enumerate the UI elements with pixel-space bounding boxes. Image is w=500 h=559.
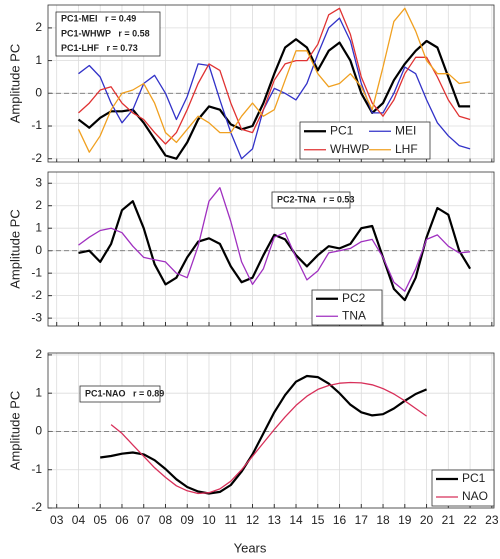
x-tick-label: 10 bbox=[202, 513, 216, 527]
legend-label: PC1 bbox=[330, 123, 354, 137]
x-tick-label: 21 bbox=[442, 513, 456, 527]
x-tick-label: 14 bbox=[289, 513, 303, 527]
annotation-box bbox=[55, 11, 161, 57]
y-tick-label: 2 bbox=[35, 20, 42, 34]
x-tick-label: 07 bbox=[137, 513, 151, 527]
legend-box bbox=[299, 121, 431, 160]
plot-area bbox=[48, 353, 494, 508]
y-tick-label: -2 bbox=[31, 500, 42, 514]
y-tick-label: 0 bbox=[35, 85, 42, 99]
y-tick-label: -1 bbox=[31, 118, 42, 132]
series-line bbox=[100, 374, 428, 495]
y-tick-label: 1 bbox=[35, 220, 42, 234]
y-tick-label: 1 bbox=[35, 53, 42, 67]
annotation-box bbox=[271, 191, 351, 209]
y-axis-label: Amplitude PC bbox=[7, 209, 22, 288]
x-tick-label: 15 bbox=[311, 513, 325, 527]
y-tick-label: -1 bbox=[31, 265, 42, 279]
x-tick-label: 22 bbox=[463, 513, 477, 527]
series-line bbox=[78, 187, 471, 292]
x-tick-label: 11 bbox=[225, 513, 238, 527]
y-axis-label: Amplitude PC bbox=[7, 44, 22, 123]
plot-area bbox=[48, 172, 494, 326]
x-tick-label: 20 bbox=[420, 513, 434, 527]
legend-label: PC2 bbox=[342, 291, 366, 305]
x-tick-label: 09 bbox=[181, 513, 195, 527]
x-axis-label: Years bbox=[234, 540, 267, 555]
y-tick-label: 2 bbox=[35, 198, 42, 212]
y-tick-label: 0 bbox=[35, 424, 42, 438]
series-line bbox=[110, 381, 427, 495]
y-tick-label: -2 bbox=[31, 288, 42, 302]
y-axis-label: Amplitude PC bbox=[7, 391, 22, 470]
x-tick-label: 18 bbox=[376, 513, 390, 527]
x-tick-label: 19 bbox=[398, 513, 412, 527]
y-tick-label: 3 bbox=[35, 175, 42, 189]
series-line bbox=[78, 200, 472, 302]
x-tick-label: 13 bbox=[268, 513, 282, 527]
annotation-box bbox=[79, 385, 161, 403]
legend-label: NAO bbox=[462, 489, 488, 503]
legend-label: PC1 bbox=[462, 471, 486, 485]
x-tick-label: 17 bbox=[355, 513, 369, 527]
y-tick-label: -1 bbox=[31, 462, 42, 476]
x-tick-label: 03 bbox=[50, 513, 64, 527]
annotation: PC1-LHF r = 0.73 bbox=[61, 43, 138, 53]
x-tick-label: 16 bbox=[333, 513, 347, 527]
legend-label: LHF bbox=[395, 142, 418, 156]
annotation: PC2-TNA r = 0.53 bbox=[277, 194, 354, 204]
legend-box bbox=[431, 469, 495, 507]
y-tick-label: 0 bbox=[35, 243, 42, 257]
plot-frame bbox=[47, 171, 495, 327]
legend-label: TNA bbox=[342, 308, 366, 322]
plot-frame bbox=[47, 352, 495, 509]
y-tick-label: 2 bbox=[35, 347, 42, 361]
y-tick-label: -3 bbox=[31, 310, 42, 324]
plot-frame bbox=[47, 4, 495, 163]
x-tick-label: 05 bbox=[94, 513, 108, 527]
x-tick-label: 06 bbox=[115, 513, 129, 527]
x-tick-label: 23 bbox=[485, 513, 499, 527]
annotation: PC1-NAO r = 0.89 bbox=[85, 388, 164, 398]
annotation: PC1-MEI r = 0.49 bbox=[61, 14, 136, 24]
legend-box bbox=[311, 289, 383, 326]
x-tick-label: 12 bbox=[246, 513, 260, 527]
y-tick-label: 1 bbox=[35, 385, 42, 399]
series-line bbox=[77, 7, 471, 153]
annotation: PC1-WHWP r = 0.58 bbox=[61, 28, 150, 38]
legend-label: WHWP bbox=[330, 142, 369, 156]
x-tick-label: 08 bbox=[159, 513, 173, 527]
y-tick-label: -2 bbox=[31, 151, 42, 165]
legend-label: MEI bbox=[395, 123, 416, 137]
series-line bbox=[77, 38, 471, 160]
x-tick-label: 04 bbox=[72, 513, 86, 527]
series-line bbox=[78, 7, 471, 145]
